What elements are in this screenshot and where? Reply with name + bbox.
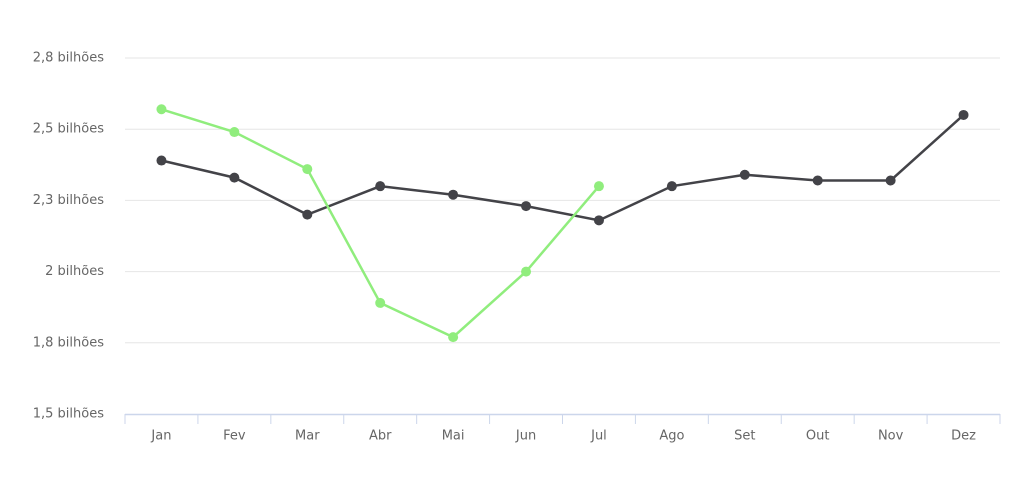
data-point xyxy=(229,172,240,183)
y-tick-label: 1,8 bilhões xyxy=(33,335,104,350)
data-point xyxy=(448,332,459,343)
x-tick-label: Abr xyxy=(369,429,392,444)
y-tick-label: 2,5 bilhões xyxy=(33,122,104,137)
x-tick-label: Dez xyxy=(951,429,976,444)
x-tick-label: Fev xyxy=(223,429,246,444)
data-point xyxy=(375,181,386,192)
y-tick-label: 1,5 bilhões xyxy=(33,407,104,422)
data-point xyxy=(812,175,823,186)
y-tick-label: 2,3 bilhões xyxy=(33,193,104,208)
x-tick-label: Jan xyxy=(150,429,171,444)
data-point xyxy=(885,175,896,186)
y-tick-label: 2 bilhões xyxy=(45,264,104,279)
x-tick-label: Jun xyxy=(515,429,536,444)
y-tick-label: 2,8 bilhões xyxy=(33,51,104,66)
data-point xyxy=(302,209,313,220)
x-tick-label: Ago xyxy=(659,429,684,444)
data-point xyxy=(958,109,969,120)
data-point xyxy=(593,181,604,192)
x-tick-label: Jul xyxy=(590,429,607,444)
data-point xyxy=(448,189,459,200)
x-tick-label: Mai xyxy=(442,429,465,444)
x-tick-label: Out xyxy=(806,429,830,444)
series-line xyxy=(161,114,965,222)
x-tick-label: Set xyxy=(734,429,755,444)
data-point xyxy=(521,201,532,212)
data-point xyxy=(521,266,532,277)
x-tick-label: Nov xyxy=(878,429,904,444)
data-point xyxy=(156,155,167,166)
data-point xyxy=(593,215,604,226)
data-point xyxy=(229,127,240,138)
data-point xyxy=(739,169,750,180)
data-point xyxy=(375,297,386,308)
data-point xyxy=(302,164,313,175)
x-tick-label: Mar xyxy=(295,429,320,444)
data-point xyxy=(666,181,677,192)
data-point xyxy=(156,104,167,115)
